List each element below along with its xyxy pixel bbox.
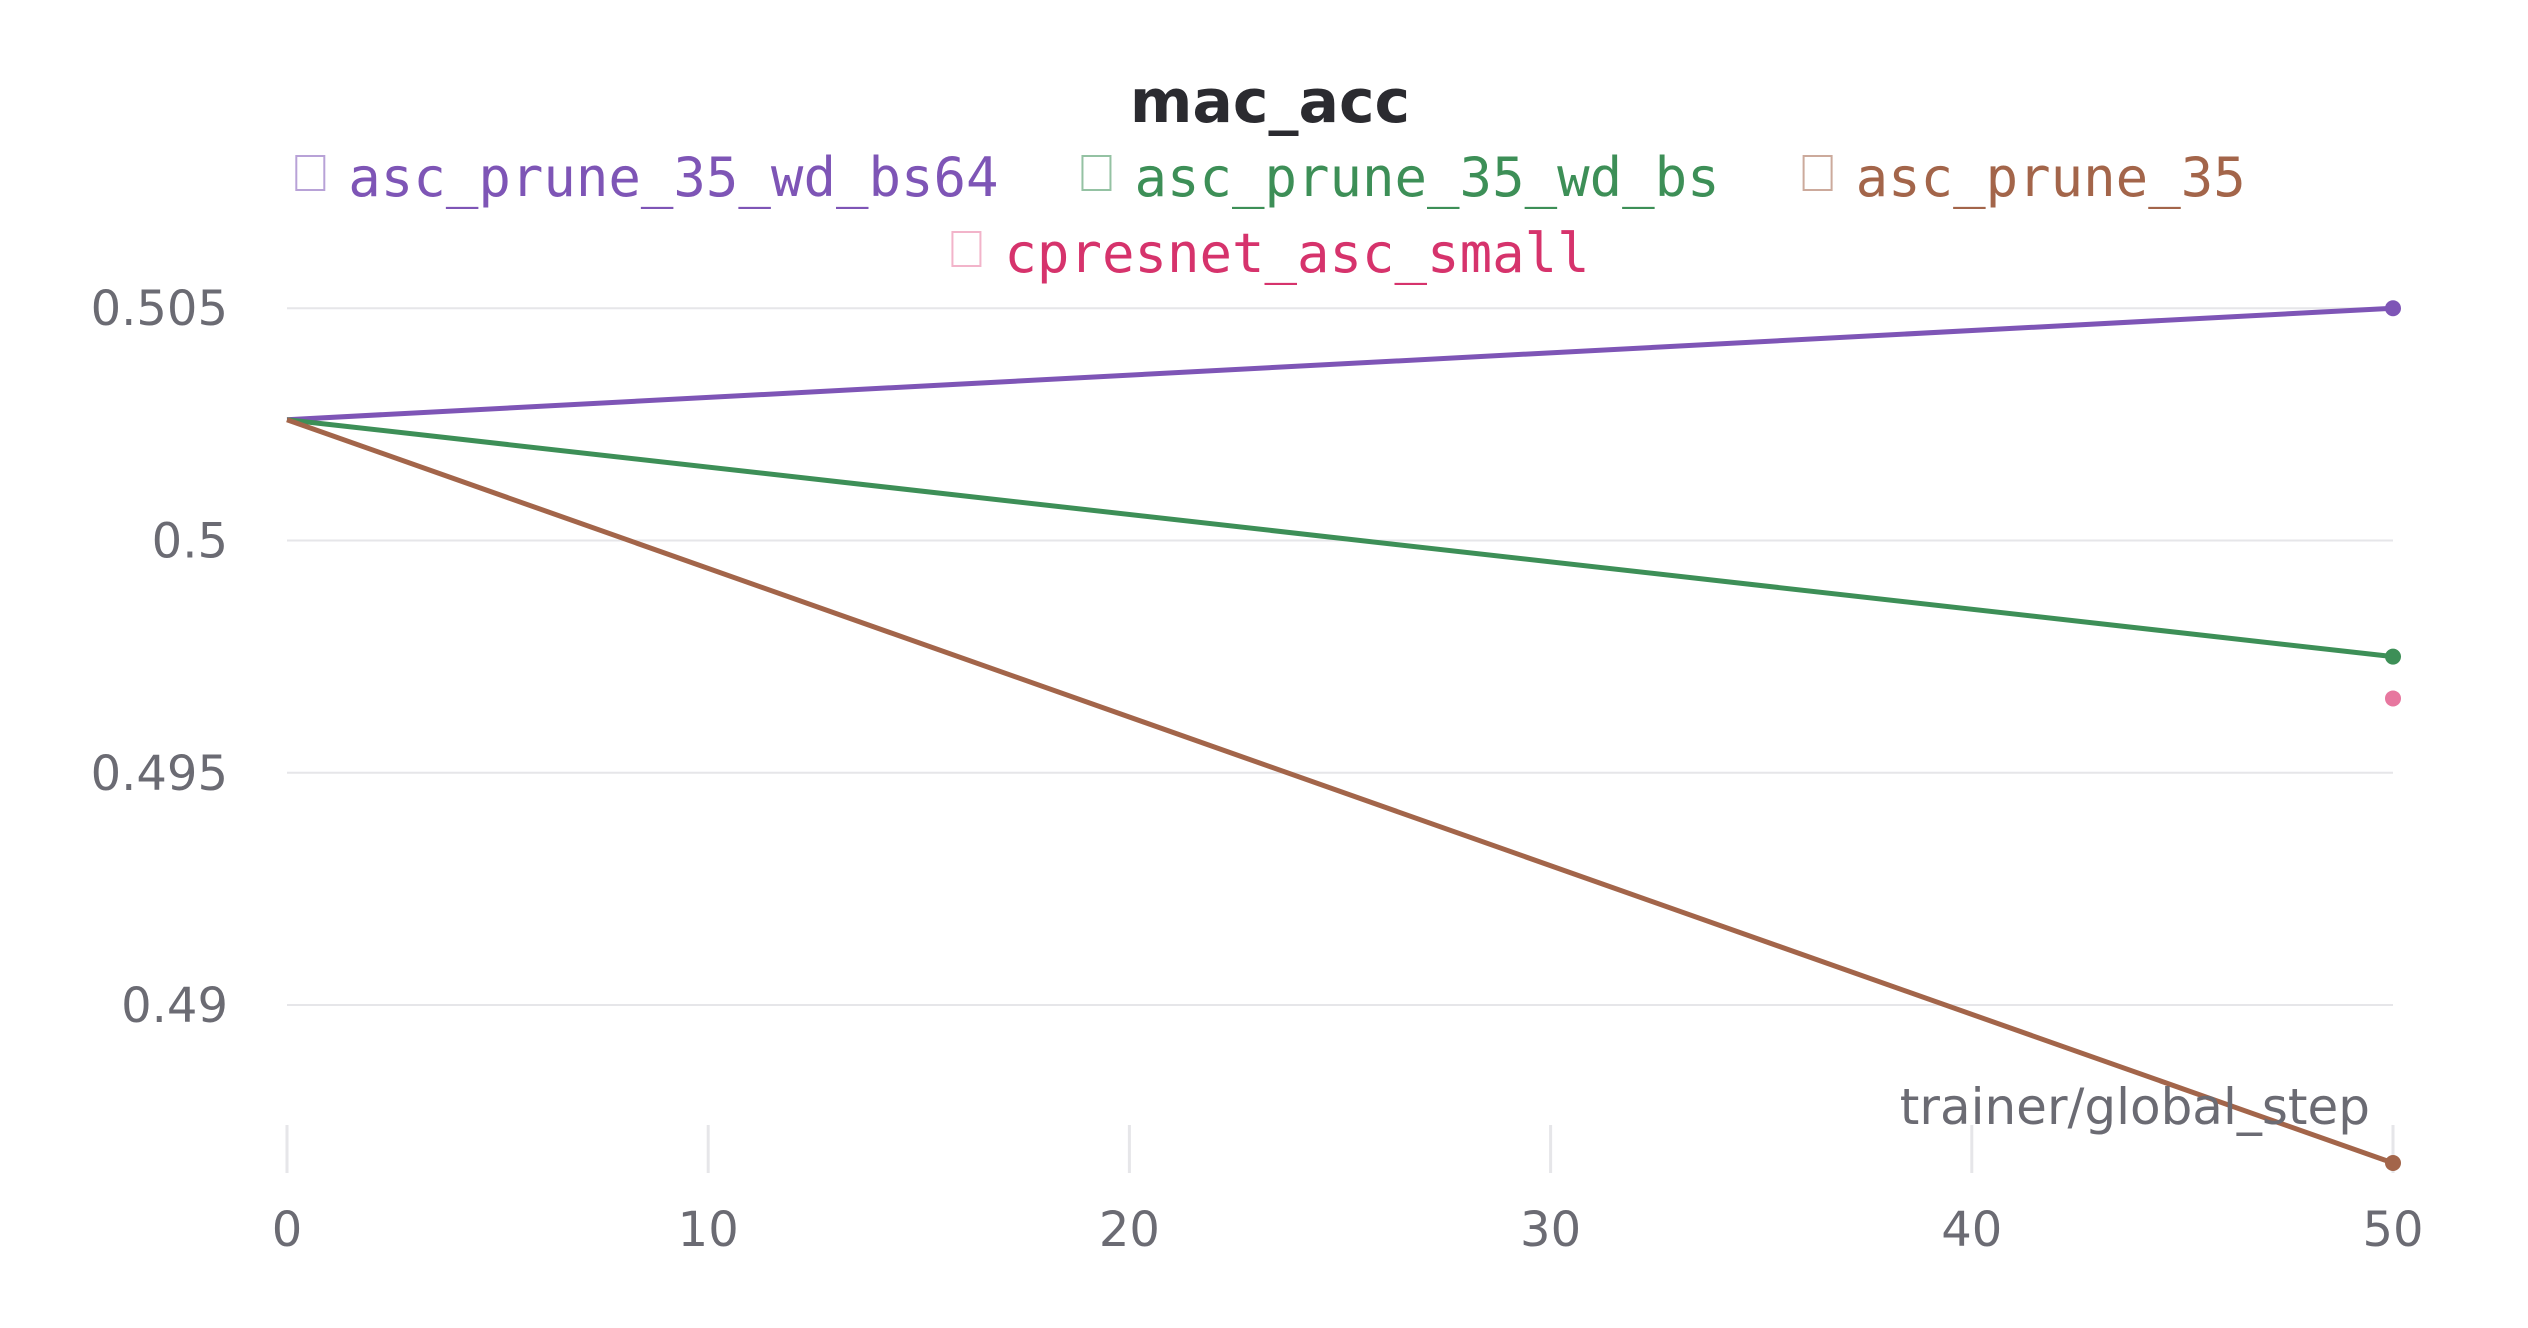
series-line — [286, 417, 2394, 1166]
legend: asc_prune_35_wd_bs64 asc_prune_35_wd_bs as… — [295, 146, 2246, 285]
legend-item[interactable]: asc_prune_35 — [1802, 146, 2246, 209]
y-tick-label: 0.49 — [121, 978, 228, 1034]
x-tick-label: 30 — [1520, 1202, 1581, 1258]
series-endpoint — [2385, 690, 2401, 707]
x-tick-label: 10 — [678, 1202, 739, 1258]
series-endpoint — [2385, 648, 2401, 665]
y-tick-label: 0.5 — [152, 514, 228, 570]
legend-swatch — [951, 231, 982, 267]
legend-swatch — [1802, 155, 1833, 191]
x-tick-label: 40 — [1941, 1202, 2002, 1258]
legend-label: asc_prune_35_wd_bs64 — [348, 146, 998, 209]
legend-swatch — [1081, 155, 1112, 191]
legend-item[interactable]: asc_prune_35_wd_bs64 — [295, 146, 999, 209]
x-tick-label: 0 — [272, 1202, 303, 1258]
y-tick-label: 0.495 — [91, 746, 228, 802]
legend-swatch — [295, 155, 326, 191]
series-line — [286, 417, 2394, 660]
grid-lines — [287, 307, 2393, 1007]
x-tick-label: 20 — [1099, 1202, 1160, 1258]
series-lines — [286, 305, 2394, 1166]
x-axis-label: trainer/global_step — [1900, 1078, 2370, 1136]
legend-label: asc_prune_35 — [1856, 146, 2246, 209]
legend-item[interactable]: cpresnet_asc_small — [951, 222, 1590, 285]
series-endpoint — [2385, 1155, 2401, 1171]
y-tick-label: 0.505 — [91, 281, 228, 337]
legend-item[interactable]: asc_prune_35_wd_bs — [1081, 146, 1720, 209]
x-axis: 0 10 20 30 40 50 — [272, 1125, 2424, 1258]
y-axis: 0.49 0.495 0.5 0.505 — [91, 281, 228, 1034]
legend-label: cpresnet_asc_small — [1004, 222, 1589, 285]
chart-title: mac_acc — [1130, 67, 1410, 137]
series-endpoints — [2385, 300, 2401, 1171]
legend-label: asc_prune_35_wd_bs — [1134, 146, 1719, 209]
x-tick-label: 50 — [2362, 1202, 2423, 1258]
series-line — [286, 305, 2394, 423]
series-endpoint — [2385, 300, 2401, 317]
